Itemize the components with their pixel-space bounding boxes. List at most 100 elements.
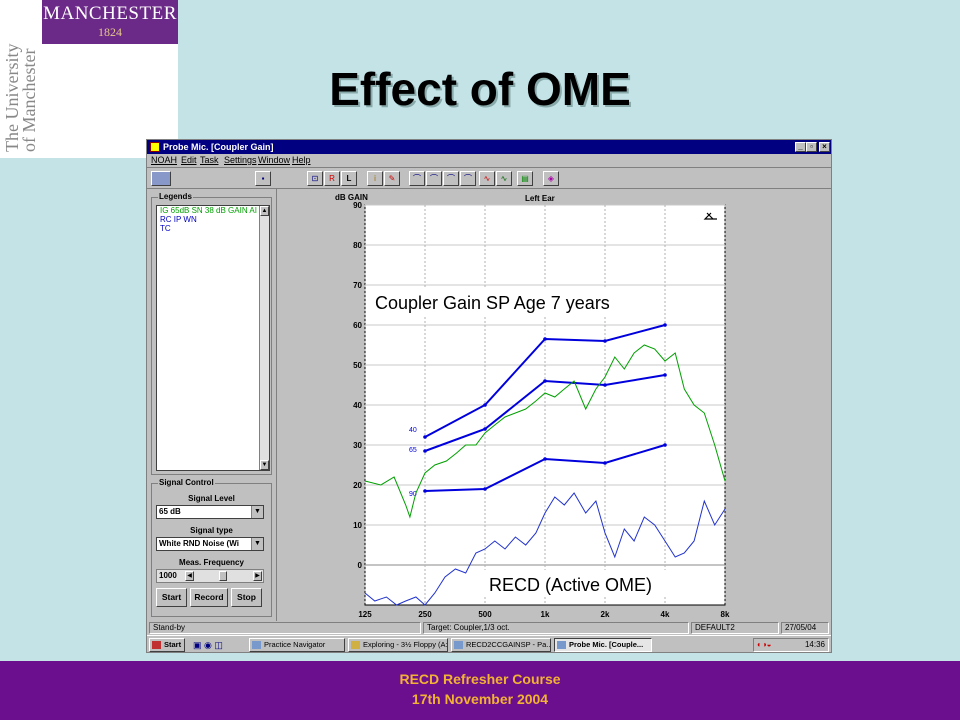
x-tick-label: 2k: [601, 610, 610, 619]
data-point: [603, 461, 607, 465]
menu-window[interactable]: Window: [258, 155, 291, 165]
gain-icon[interactable]: ▤: [517, 171, 533, 186]
system-tray: ◐◑◒ 14:36: [753, 638, 829, 652]
menu-task[interactable]: Task: [200, 155, 219, 165]
signal-level-select[interactable]: 65 dB ▼: [156, 505, 264, 519]
scroll-up-button[interactable]: ▲: [260, 206, 269, 216]
chevron-down-icon[interactable]: ▼: [251, 506, 263, 518]
app-icon: [150, 142, 160, 152]
slider-right-arrow[interactable]: ▶: [253, 571, 262, 581]
menu-settings[interactable]: Settings: [224, 155, 257, 165]
stop-button[interactable]: Stop: [231, 588, 262, 607]
data-point: [603, 383, 607, 387]
annotation-background: [483, 570, 688, 597]
task-icon: [454, 641, 463, 649]
chevron-down-icon[interactable]: ▼: [251, 538, 263, 550]
curve-4-icon[interactable]: ⌒: [460, 171, 476, 186]
slider-thumb[interactable]: [219, 571, 227, 581]
data-point: [423, 449, 427, 453]
start-button[interactable]: Start: [156, 588, 187, 607]
chart-select-icon[interactable]: ⊡: [307, 171, 323, 186]
legends-title: Legends: [158, 192, 193, 201]
frequency-slider[interactable]: 1000 ◀ ▶: [156, 569, 264, 583]
menu-help[interactable]: Help: [292, 155, 311, 165]
recd-icon[interactable]: ∿: [496, 171, 512, 186]
legend-item[interactable]: RC IP WN: [160, 215, 197, 224]
windows-logo-icon: [152, 641, 161, 649]
window-titlebar[interactable]: Probe Mic. [Coupler Gain] _ ▫ ×: [147, 140, 831, 154]
annotation-main: Coupler Gain SP Age 7 years: [375, 293, 610, 313]
task-recd[interactable]: RECD2CCGAINSP - Pa...: [451, 638, 551, 652]
signal-control-group: Signal Control Signal Level 65 dB ▼ Sign…: [151, 478, 272, 617]
status-profile: DEFAULT2: [691, 622, 779, 634]
legends-scrollbar[interactable]: ▲ ▼: [259, 206, 269, 470]
legends-list[interactable]: IG 65dB SN 38 dB GAIN AI RC IP WN TC ▲ ▼: [156, 205, 270, 471]
x-tick-label: 500: [478, 610, 492, 619]
y-tick-label: 0: [358, 561, 363, 570]
record-button[interactable]: Record: [190, 588, 228, 607]
task-label: RECD2CCGAINSP - Pa...: [466, 640, 551, 649]
ear-cursor-icon: [703, 212, 717, 220]
noah-icon[interactable]: [151, 171, 171, 186]
reference-icon[interactable]: R: [324, 171, 340, 186]
slider-left-arrow[interactable]: ◀: [185, 571, 194, 581]
left-ear-icon[interactable]: L: [341, 171, 357, 186]
save-icon[interactable]: ▪: [255, 171, 271, 186]
noise-icon[interactable]: ∿: [479, 171, 495, 186]
tray-icons[interactable]: ◐◑◒: [757, 640, 772, 649]
annotation-background: [370, 289, 662, 316]
task-probe-mic[interactable]: Probe Mic. [Couple...: [554, 638, 652, 652]
y-tick-label: 70: [353, 281, 362, 290]
legend-item[interactable]: IG 65dB SN 38 dB GAIN AI: [160, 206, 257, 215]
clock: 14:36: [804, 640, 825, 649]
y-tick-label: 30: [353, 441, 362, 450]
task-practice-navigator[interactable]: Practice Navigator: [249, 638, 345, 652]
scroll-down-button[interactable]: ▼: [260, 460, 269, 470]
task-exploring[interactable]: Exploring - 3½ Floppy (A:): [348, 638, 448, 652]
folder-icon: [351, 641, 360, 649]
x-tick-label: 125: [358, 610, 372, 619]
y-tick-label: 90: [353, 201, 362, 210]
signal-level-value: 65 dB: [159, 507, 181, 516]
data-point: [423, 489, 427, 493]
y-tick-label: 10: [353, 521, 362, 530]
status-bar: Stand-by Target: Coupler,1/3 oct. DEFAUL…: [147, 621, 831, 635]
data-point: [543, 337, 547, 341]
book-icon[interactable]: ◈: [543, 171, 559, 186]
y-axis-label: dB GAIN: [335, 193, 368, 202]
signal-type-select[interactable]: White RND Noise (Wi ▼: [156, 537, 264, 551]
maximize-button[interactable]: ▫: [806, 142, 817, 152]
menu-bar: NOAH Edit Task Settings Window Help: [147, 154, 831, 167]
meas-frequency-label: Meas. Frequency: [179, 558, 244, 567]
toolbar: ▪ ⊡ R L i ✎ ⌒ ⌒ ⌒ ⌒ ∿ ∿ ▤ ◈: [147, 167, 831, 189]
signal-level-label: Signal Level: [188, 494, 235, 503]
menu-edit[interactable]: Edit: [181, 155, 197, 165]
task-label: Practice Navigator: [264, 640, 326, 649]
logo-year: 1824: [98, 25, 122, 39]
info-icon[interactable]: i: [367, 171, 383, 186]
quick-launch-icons[interactable]: ▣ ◉ ◫: [193, 640, 223, 650]
logo-name: MANCHESTER: [43, 3, 177, 24]
signal-type-value: White RND Noise (Wi: [159, 539, 239, 548]
start-menu-button[interactable]: Start: [149, 638, 185, 652]
legend-item[interactable]: TC: [160, 224, 171, 233]
close-button[interactable]: ×: [819, 142, 830, 152]
x-tick-label: 8k: [721, 610, 730, 619]
data-point: [483, 427, 487, 431]
curve-3-icon[interactable]: ⌒: [443, 171, 459, 186]
signal-control-title: Signal Control: [158, 478, 215, 487]
y-tick-label: 60: [353, 321, 362, 330]
minimize-button[interactable]: _: [795, 142, 806, 152]
footer-line-1: RECD Refresher Course: [399, 671, 561, 687]
series-line: [364, 344, 726, 519]
frequency-value: 1000: [159, 571, 177, 580]
logo-banner: MANCHESTER 1824: [42, 0, 178, 44]
settings-icon[interactable]: ✎: [384, 171, 400, 186]
menu-noah[interactable]: NOAH: [151, 155, 178, 165]
chart-title: Left Ear: [525, 194, 555, 203]
curve-1-icon[interactable]: ⌒: [409, 171, 425, 186]
data-point: [543, 457, 547, 461]
data-point: [663, 373, 667, 377]
curve-2-icon[interactable]: ⌒: [426, 171, 442, 186]
data-point: [423, 435, 427, 439]
